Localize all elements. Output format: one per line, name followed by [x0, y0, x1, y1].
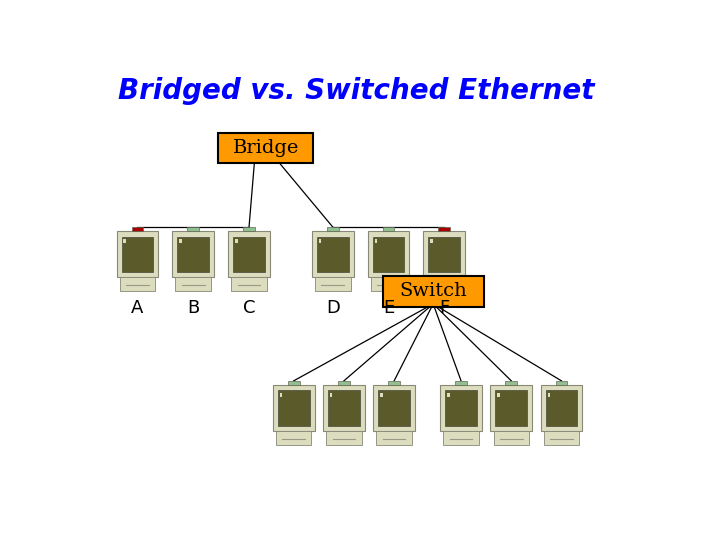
Bar — [273, 385, 315, 431]
Bar — [315, 277, 351, 292]
Text: D: D — [325, 299, 340, 317]
Bar — [228, 231, 270, 277]
Bar — [327, 227, 338, 231]
Bar — [172, 231, 214, 277]
Bar — [328, 390, 360, 426]
Bar — [368, 231, 410, 277]
Bar — [490, 385, 532, 431]
Bar — [445, 390, 477, 426]
Bar — [288, 381, 300, 385]
Bar — [498, 393, 500, 397]
Bar — [187, 227, 199, 231]
Bar — [431, 239, 433, 243]
Bar — [544, 431, 580, 445]
Bar — [382, 227, 395, 231]
Bar — [371, 277, 406, 292]
FancyBboxPatch shape — [218, 133, 313, 163]
Bar — [330, 393, 333, 397]
Bar — [447, 393, 449, 397]
Bar — [233, 237, 265, 272]
Bar — [123, 239, 126, 243]
Bar — [373, 385, 415, 431]
Bar — [378, 390, 410, 426]
Bar — [276, 431, 312, 445]
Text: B: B — [187, 299, 199, 317]
Bar — [380, 393, 382, 397]
Bar — [317, 237, 348, 272]
Bar — [312, 231, 354, 277]
Bar — [179, 239, 181, 243]
Bar — [122, 237, 153, 272]
Bar — [388, 381, 400, 385]
Bar — [323, 385, 365, 431]
Bar — [243, 227, 255, 231]
Bar — [374, 239, 377, 243]
Bar — [495, 390, 527, 426]
Bar — [117, 231, 158, 277]
Bar — [426, 277, 462, 292]
Bar — [546, 390, 577, 426]
Bar — [373, 237, 405, 272]
Bar — [231, 277, 267, 292]
Bar — [440, 385, 482, 431]
Text: Bridge: Bridge — [233, 139, 299, 157]
Bar — [444, 431, 479, 445]
Bar — [177, 237, 209, 272]
Bar — [541, 385, 582, 431]
Bar — [505, 381, 517, 385]
Text: A: A — [131, 299, 143, 317]
Bar — [493, 431, 529, 445]
Bar — [438, 227, 450, 231]
Text: F: F — [439, 299, 449, 317]
Bar — [428, 237, 460, 272]
Text: Bridged vs. Switched Ethernet: Bridged vs. Switched Ethernet — [118, 77, 595, 105]
Text: E: E — [383, 299, 394, 317]
Text: C: C — [243, 299, 256, 317]
Bar — [338, 381, 350, 385]
Bar — [235, 239, 238, 243]
Bar — [120, 277, 156, 292]
Bar — [132, 227, 143, 231]
Bar — [279, 393, 282, 397]
Bar — [423, 231, 465, 277]
Text: Switch: Switch — [400, 282, 467, 300]
Bar — [547, 393, 550, 397]
Bar — [377, 431, 412, 445]
Bar — [326, 431, 361, 445]
Bar — [176, 277, 211, 292]
FancyBboxPatch shape — [382, 275, 484, 307]
Bar — [556, 381, 567, 385]
Bar — [455, 381, 467, 385]
Bar — [319, 239, 321, 243]
Bar — [278, 390, 310, 426]
